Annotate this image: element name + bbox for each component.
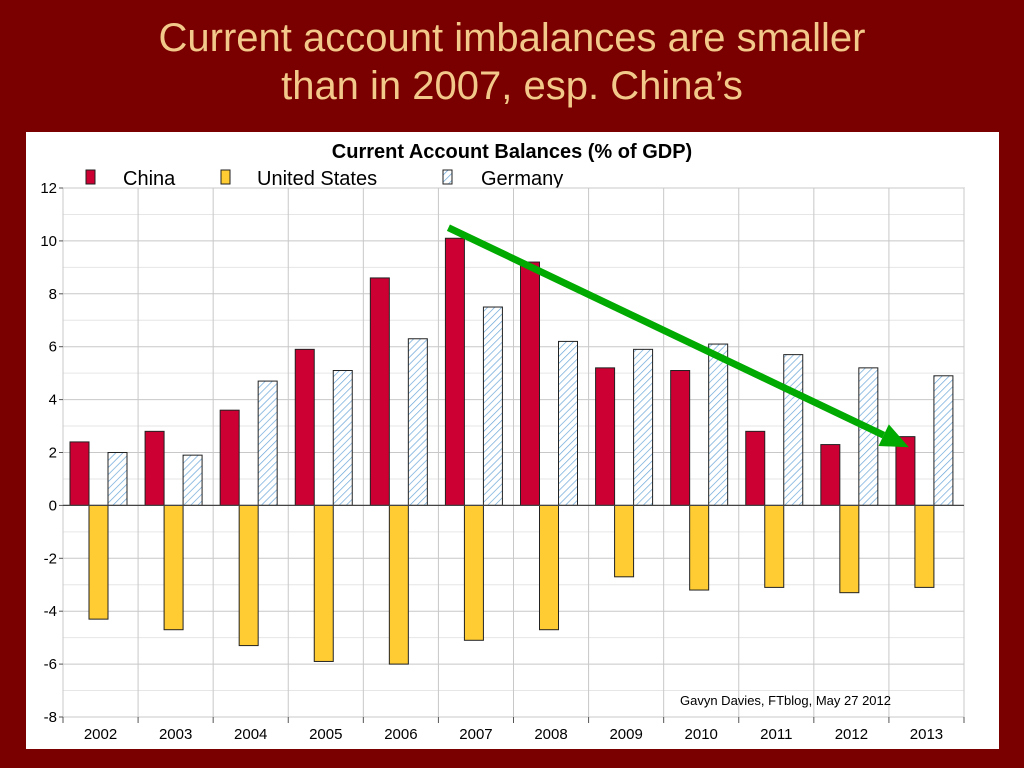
- y-tick-label: -6: [44, 656, 57, 673]
- axes: 12 10 8 6 4 2 0 -2 -4 -6 -8 2002 2003 2004 2005 2006 200…: [40, 180, 965, 743]
- chart-title: Current Account Balances (% of GDP): [332, 141, 692, 163]
- trend-arrow: [446, 224, 909, 448]
- germany-bar: [933, 375, 954, 506]
- germany-bar: [107, 452, 128, 506]
- source-annotation: Gavyn Davies, FTblog, May 27 2012: [680, 693, 891, 708]
- legend-swatch: [85, 169, 96, 185]
- trend-arrow-shaft: [446, 224, 886, 439]
- united-states-bar: [163, 504, 184, 631]
- x-tick-label: 2011: [760, 726, 792, 743]
- x-tick-label: 2003: [159, 726, 192, 743]
- x-tick-label: 2005: [309, 726, 342, 743]
- y-tick-label: 10: [40, 233, 57, 250]
- slide-title-line-1: Current account imbalances are smaller: [158, 16, 866, 60]
- germany-bar: [407, 338, 428, 506]
- united-states-bar: [689, 504, 710, 591]
- germany-bar: [482, 306, 503, 506]
- china-bar: [595, 367, 616, 506]
- y-tick-label: -2: [44, 550, 57, 567]
- germany-bar: [858, 367, 879, 506]
- united-states-bar: [313, 504, 334, 662]
- china-bar: [520, 261, 540, 506]
- y-tick-label: 2: [49, 445, 57, 462]
- y-tick-label: 0: [49, 497, 57, 514]
- germany-bar: [708, 343, 729, 506]
- current-account-chart: Current Account Balances (% of GDP) Chin…: [40, 141, 965, 743]
- germany-bar: [783, 354, 804, 506]
- x-tick-label: 2008: [534, 726, 567, 743]
- germany-bar: [182, 454, 203, 506]
- germany-bar: [633, 348, 654, 506]
- x-tick-label: 2013: [910, 726, 943, 743]
- y-tick-label: -8: [44, 709, 57, 726]
- china-bar: [820, 444, 841, 506]
- united-states-bar: [914, 504, 935, 588]
- trend-arrow-head: [878, 424, 909, 448]
- legend-label: China: [123, 168, 176, 190]
- x-tick-label: 2009: [609, 726, 642, 743]
- x-tick-label: 2006: [384, 726, 417, 743]
- legend: China United States Germany: [85, 168, 563, 190]
- china-bar: [444, 237, 465, 506]
- y-tick-label: -4: [44, 603, 57, 620]
- united-states-bar: [88, 504, 109, 620]
- united-states-bar: [388, 504, 409, 665]
- united-states-bar: [764, 504, 785, 588]
- china-bar: [745, 430, 766, 506]
- legend-label: United States: [257, 168, 377, 190]
- legend-swatch: [220, 169, 231, 185]
- china-bar: [369, 277, 390, 506]
- united-states-bar: [238, 504, 259, 647]
- legend-label: Germany: [481, 168, 563, 190]
- china-bar: [219, 409, 240, 506]
- x-tick-label: 2004: [234, 726, 267, 743]
- slide-title: Current account imbalances are smaller t…: [0, 14, 1024, 110]
- germany-bar: [558, 340, 578, 506]
- slide-title-line-2: than in 2007, esp. China’s: [281, 64, 743, 108]
- germany-bar: [332, 370, 353, 506]
- united-states-bar: [614, 504, 635, 578]
- united-states-bar: [463, 504, 484, 641]
- y-tick-label: 8: [49, 286, 57, 303]
- china-bar: [294, 348, 315, 506]
- china-bar: [69, 441, 90, 506]
- x-tick-label: 2010: [685, 726, 718, 743]
- china-bar: [144, 430, 165, 506]
- legend-swatch: [442, 169, 453, 185]
- germany-bar: [257, 380, 278, 506]
- y-tick-label: 6: [49, 339, 57, 356]
- united-states-bar: [839, 504, 860, 594]
- chart-panel: Current Account Balances (% of GDP) Chin…: [26, 132, 999, 749]
- united-states-bar: [539, 504, 559, 631]
- y-tick-label: 12: [40, 180, 57, 197]
- x-tick-label: 2002: [84, 726, 117, 743]
- x-tick-label: 2012: [835, 726, 868, 743]
- china-bar: [670, 370, 691, 506]
- y-tick-label: 4: [49, 392, 57, 409]
- x-tick-label: 2007: [459, 726, 492, 743]
